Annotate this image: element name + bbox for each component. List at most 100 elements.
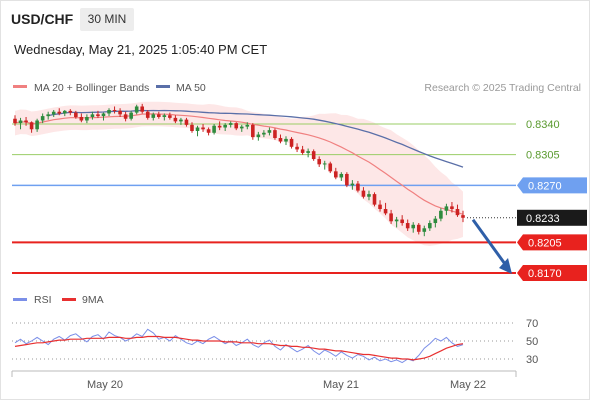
support-level-tag [517,234,587,251]
candle-body [79,116,84,121]
rsi-panel: 70 50 30 [12,318,538,366]
candle-body [24,120,28,123]
datetime-label: Wednesday, May 21, 2025 1:05:40 PM CET [14,42,268,57]
candle-body [35,120,39,130]
candle-body [361,190,366,197]
rsi-ma-line [14,335,464,361]
candles [13,103,465,237]
rsi-axis-label: 30 [526,354,538,366]
candle-body [18,120,23,124]
forecast-arrow-head [499,258,512,274]
candle-body [428,223,432,229]
forecast-arrow [471,218,512,274]
candle-body [173,117,178,122]
candle-body [107,109,111,114]
rsi-line [14,328,464,364]
candle-body [433,218,438,224]
candle-body [317,159,321,165]
candle-body [322,163,327,165]
candle-body [234,123,239,129]
candle-body [389,213,393,222]
candle-body [378,204,382,210]
candle-body [422,228,427,232]
candle-body [140,106,145,112]
moving-averages [14,109,464,215]
candle-body [256,134,261,138]
x-tick-label: May 20 [87,379,123,391]
candle-body [223,124,227,128]
candle-body [29,122,34,130]
candle-body [394,219,399,222]
candle-body [306,151,310,153]
candle-body [444,206,449,211]
symbol-title: USD/CHF [11,11,74,27]
pivot-level-label: 0.8270 [528,180,562,192]
levels-layer: 0.8340 0.8305 0.8270 0.8233 0.8205 0.8170 [12,119,587,281]
candle-body [112,109,117,111]
candle-body [239,126,244,129]
credit-label: Research © 2025 Trading Central [424,82,581,94]
bollinger-band-fill [15,101,463,246]
candle-body [90,114,95,117]
candle-body [123,114,128,119]
candle-body [311,151,316,160]
pivot-level-tag [517,177,587,194]
candle-body [85,116,89,121]
candle-body [101,113,106,117]
support-level-label: 0.8205 [528,237,562,249]
last-price-label: 0.8233 [526,213,560,225]
ma20-line [14,113,464,215]
x-tick-label: May 22 [450,379,486,391]
candle-body [40,116,45,121]
candle-body [273,130,277,139]
candle-body [289,138,294,147]
candle-body [51,111,56,115]
candle-body [145,111,150,118]
candle-body [328,163,333,172]
timeframe-button[interactable]: 30 MIN [80,8,134,31]
ma20-legend-label: MA 20 + Bollinger Bands [34,82,149,94]
ma20-legend-swatch [13,85,27,88]
rsi-axis-label: 50 [526,336,538,348]
candle-body [184,119,189,125]
x-tick-label: May 21 [323,379,359,391]
candle-body [284,138,288,142]
bollinger-band [15,101,463,246]
resistance-level-label: 0.8340 [526,119,560,131]
candle-body [212,125,216,133]
candle-body [201,127,205,130]
candle-body [262,132,266,135]
candle-body [74,112,78,117]
candle-body [228,123,233,125]
candle-body [157,114,161,117]
candle-body [267,130,272,133]
rsi-ma-legend-label: 9MA [82,294,104,306]
forecast-arrow-shaft [471,218,507,265]
candle-body [400,219,404,224]
support-level-tag [517,265,587,281]
candle-body [206,129,211,133]
rsi-legend-swatch [13,298,27,301]
candle-body [461,215,465,218]
candle-body [168,115,172,118]
last-price-tag [517,209,587,226]
candle-body [295,146,299,150]
candle-body [179,119,183,122]
candle-body [13,118,17,124]
support-level-label: 0.8170 [528,268,562,280]
candle-body [405,223,410,229]
ma50-legend-label: MA 50 [176,82,206,94]
ma50-line [48,109,464,168]
candle-body [96,114,100,117]
candle-body [450,206,454,210]
candle-body [345,173,349,186]
ma50-legend-swatch [156,85,170,88]
candle-body [195,127,200,132]
candle-body [350,183,355,186]
candle-body [383,209,388,214]
candle-body [455,209,460,216]
candle-body [278,138,283,142]
candle-body [217,125,222,128]
